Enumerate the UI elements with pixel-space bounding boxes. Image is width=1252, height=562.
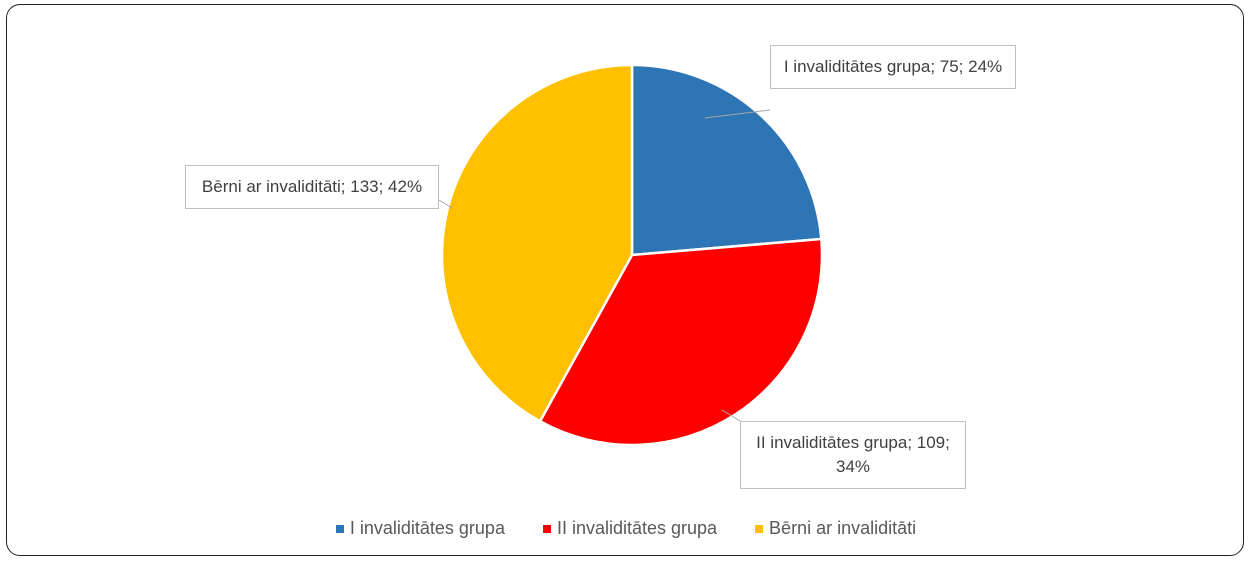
legend-swatch — [755, 524, 764, 533]
legend: I invaliditātes grupa II invaliditātes gr… — [0, 518, 1252, 539]
leader-line — [704, 109, 771, 119]
legend-label: Bērni ar invaliditāti — [769, 518, 917, 538]
leader-line — [438, 199, 453, 209]
pie-slice — [440, 63, 634, 423]
legend-swatch — [542, 524, 551, 533]
legend-swatch — [335, 524, 344, 533]
pie-slice — [630, 63, 823, 257]
data-label: I invaliditātes grupa; 75; 24% — [770, 45, 1016, 89]
legend-label: I invaliditātes grupa — [349, 518, 505, 538]
pie-slice — [538, 237, 824, 447]
legend-item: II invaliditātes grupa — [542, 518, 718, 539]
chart-frame — [6, 4, 1244, 556]
legend-item: I invaliditātes grupa — [335, 518, 505, 539]
data-label: Bērni ar invaliditāti; 133; 42% — [185, 165, 439, 209]
legend-item: Bērni ar invaliditāti — [755, 518, 916, 539]
data-label: II invaliditātes grupa; 109; 34% — [740, 421, 966, 489]
legend-label: II invaliditātes grupa — [556, 518, 718, 538]
leader-line — [721, 409, 741, 422]
